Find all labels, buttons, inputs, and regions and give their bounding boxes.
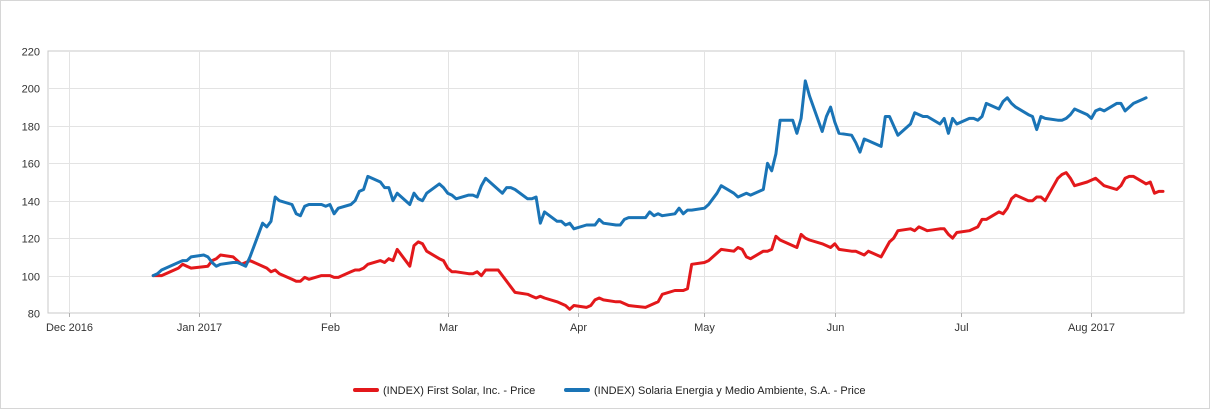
legend-item-1: (INDEX) First Solar, Inc. - Price <box>355 385 535 397</box>
x-tick-label: May <box>694 322 715 334</box>
x-tick-label: Mar <box>439 322 458 334</box>
x-tick-label: Jan 2017 <box>177 322 222 334</box>
grid <box>48 51 1184 313</box>
x-tick-label: Jun <box>827 322 845 334</box>
legend-label: (INDEX) Solaria Energia y Medio Ambiente… <box>594 385 865 397</box>
x-tick-label: Feb <box>321 322 340 334</box>
x-tick-label: Dec 2016 <box>46 322 93 334</box>
x-tick-label: Apr <box>570 322 587 334</box>
y-tick-label: 80 <box>28 309 40 321</box>
y-tick-label: 160 <box>22 159 40 171</box>
x-tick-label: Aug 2017 <box>1068 322 1115 334</box>
y-tick-label: 200 <box>22 84 40 96</box>
legend: (INDEX) First Solar, Inc. - Price (INDEX)… <box>355 385 865 397</box>
plot-area <box>48 51 1184 313</box>
y-tick-label: 180 <box>22 122 40 134</box>
legend-item-2: (INDEX) Solaria Energia y Medio Ambiente… <box>566 385 865 397</box>
y-tick-label: 120 <box>22 234 40 246</box>
x-tick-label: Jul <box>954 322 968 334</box>
y-tick-label: 140 <box>22 197 40 209</box>
y-tick-label: 220 <box>22 47 40 59</box>
legend-label: (INDEX) First Solar, Inc. - Price <box>383 385 535 397</box>
y-tick-label: 100 <box>22 272 40 284</box>
